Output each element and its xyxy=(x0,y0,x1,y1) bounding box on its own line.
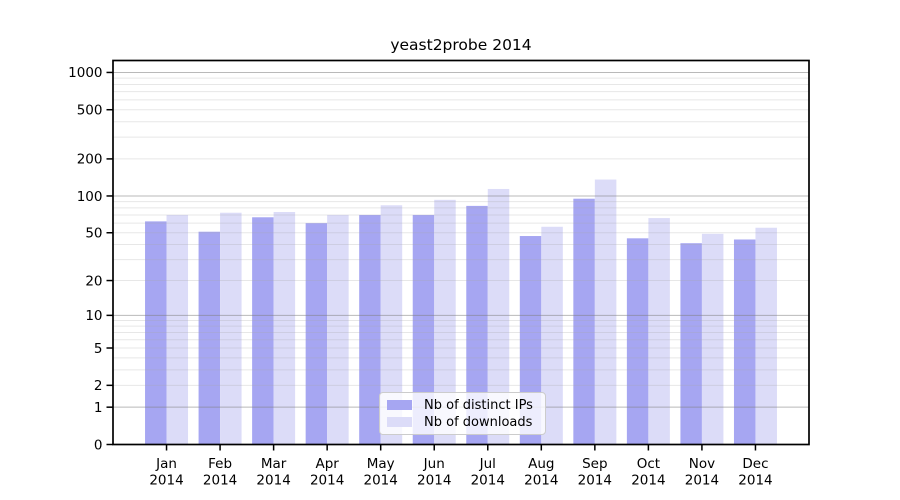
bar-distinct-ips-mar xyxy=(252,217,274,445)
x-tick-label-month-jan: Jan xyxy=(155,456,177,472)
bar-distinct-ips-jun xyxy=(412,214,435,445)
y-tick-label-50: 50 xyxy=(85,226,102,242)
x-tick-label-year-apr: 2014 xyxy=(310,473,344,489)
x-tick-label-month-nov: Nov xyxy=(689,456,715,472)
bar-distinct-ips-oct xyxy=(626,238,649,445)
bar-downloads-nov xyxy=(701,233,724,445)
x-tick-label-year-dec: 2014 xyxy=(738,473,772,489)
bar-downloads-dec xyxy=(755,227,777,445)
bar-downloads-aug xyxy=(541,226,563,445)
y-tick-label-20: 20 xyxy=(85,273,102,289)
y-tick-label-200: 200 xyxy=(77,152,103,168)
x-tick-label-month-may: May xyxy=(367,456,395,472)
bar-distinct-ips-jul xyxy=(466,205,488,445)
y-tick-label-1: 1 xyxy=(94,400,103,416)
x-tick-label-year-sep: 2014 xyxy=(578,473,612,489)
bar-downloads-mar xyxy=(273,211,296,445)
x-tick-label-month-dec: Dec xyxy=(742,456,768,472)
bar-downloads-jun xyxy=(434,199,456,445)
x-tick-label-year-aug: 2014 xyxy=(524,473,558,489)
x-tick-label-year-jun: 2014 xyxy=(417,473,451,489)
chart-title: yeast2probe 2014 xyxy=(390,36,532,54)
legend-label-downloads: Nb of downloads xyxy=(424,414,533,430)
x-tick-label-year-feb: 2014 xyxy=(203,473,237,489)
y-tick-label-5: 5 xyxy=(94,341,103,357)
x-tick-label-month-jul: Jul xyxy=(479,456,496,472)
y-tick-label-1000: 1000 xyxy=(68,65,102,81)
legend-item-downloads: Nb of downloads xyxy=(387,416,539,429)
legend-label-distinct-ips: Nb of distinct IPs xyxy=(424,397,533,413)
x-tick-label-month-oct: Oct xyxy=(637,456,660,472)
bar-downloads-oct xyxy=(648,218,670,445)
bar-distinct-ips-nov xyxy=(680,243,702,445)
legend: Nb of distinct IPs Nb of downloads xyxy=(379,392,546,435)
bar-downloads-sep xyxy=(594,179,617,445)
legend-swatch-downloads xyxy=(387,416,412,428)
x-tick-label-year-jan: 2014 xyxy=(149,473,183,489)
bar-distinct-ips-jan xyxy=(145,221,167,445)
y-tick-label-100: 100 xyxy=(77,189,103,205)
bar-downloads-feb xyxy=(220,212,242,445)
bar-downloads-jul xyxy=(487,188,510,445)
x-tick-label-month-mar: Mar xyxy=(261,456,287,472)
x-tick-label-year-jul: 2014 xyxy=(471,473,505,489)
x-tick-label-month-sep: Sep xyxy=(582,456,607,472)
y-tick-label-10: 10 xyxy=(85,308,102,324)
x-tick-label-month-feb: Feb xyxy=(208,456,232,472)
bar-distinct-ips-may xyxy=(359,214,381,445)
x-tick-label-month-aug: Aug xyxy=(528,456,554,472)
bar-downloads-may xyxy=(380,205,403,445)
legend-item-distinct-ips: Nb of distinct IPs xyxy=(387,399,539,412)
bar-downloads-apr xyxy=(327,214,349,445)
bar-distinct-ips-dec xyxy=(733,239,756,445)
x-tick-label-year-nov: 2014 xyxy=(685,473,719,489)
y-tick-label-2: 2 xyxy=(94,378,103,394)
legend-swatch-distinct-ips xyxy=(387,399,412,411)
bar-distinct-ips-feb xyxy=(198,231,221,445)
y-tick-label-500: 500 xyxy=(77,103,103,119)
bar-downloads-jan xyxy=(166,214,189,445)
x-tick-label-month-jun: Jun xyxy=(423,456,445,472)
plot-border xyxy=(112,59,810,446)
x-tick-label-year-oct: 2014 xyxy=(631,473,665,489)
x-tick-label-month-apr: Apr xyxy=(315,456,339,472)
bar-distinct-ips-apr xyxy=(305,223,328,445)
x-tick-label-year-mar: 2014 xyxy=(256,473,290,489)
bar-distinct-ips-sep xyxy=(573,198,595,445)
y-tick-label-0: 0 xyxy=(94,437,103,453)
x-tick-label-year-may: 2014 xyxy=(364,473,398,489)
